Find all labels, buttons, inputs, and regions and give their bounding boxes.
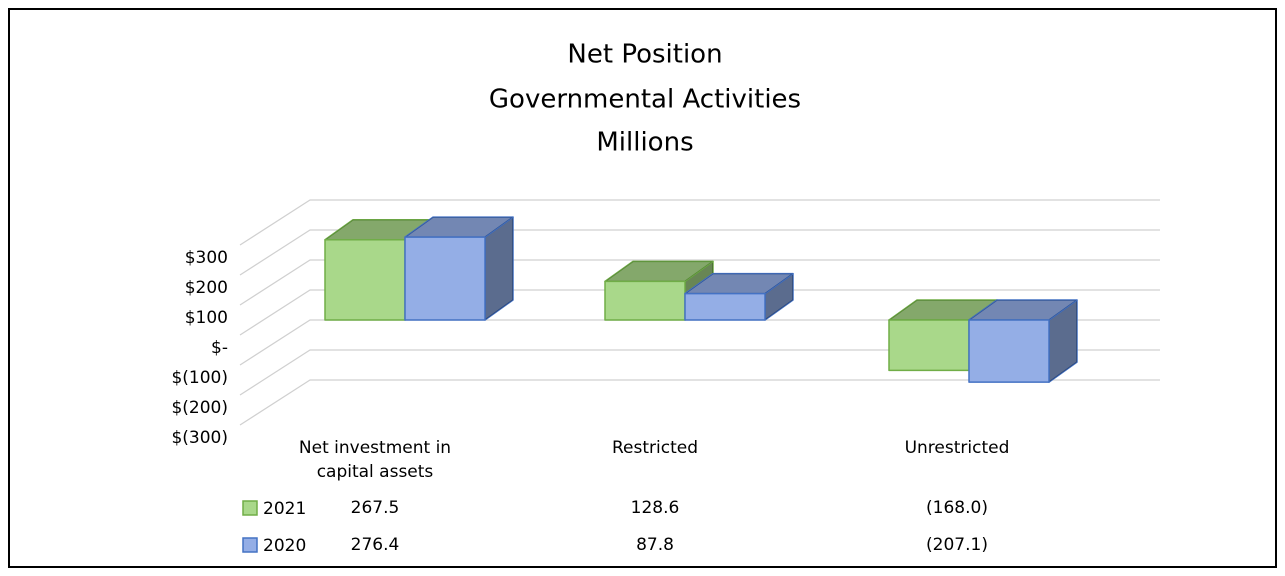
bar-side-shade [1049, 300, 1077, 383]
grid-line [239, 259, 1160, 306]
bar-side-shade [765, 273, 793, 320]
chart-title: Net Position [567, 40, 722, 70]
chart-title: Governmental Activities [489, 85, 801, 115]
legend-label: 2020 [263, 536, 306, 556]
y-tick-label: $300 [185, 248, 228, 268]
grid-line [239, 349, 1160, 396]
bar [968, 299, 1078, 383]
bar [404, 216, 514, 321]
x-tick-label: Net investment in capital assets [298, 438, 452, 482]
data-table-value: 276.4 [351, 535, 400, 555]
grid-line [239, 229, 1160, 276]
grid-line [239, 379, 1160, 426]
bar-top-shade [889, 300, 997, 320]
bar-front [968, 319, 1050, 383]
bar-top-shade [969, 300, 1077, 320]
data-table-value: 267.5 [351, 498, 400, 518]
y-tick-label: $- [211, 338, 228, 358]
bar-side-shade [485, 217, 513, 320]
y-tick-label: $(100) [171, 368, 228, 388]
y-tick-label: $(200) [171, 398, 228, 418]
y-tick-label: $(300) [171, 428, 228, 448]
bar [604, 260, 714, 321]
bar-front [684, 292, 766, 321]
y-tick-label: $100 [185, 308, 228, 328]
bar-top-shade [405, 217, 513, 238]
bar-top-shade [605, 261, 713, 282]
legend-swatch [242, 537, 258, 553]
bar-top-shade [325, 219, 433, 240]
grid-line [239, 289, 1160, 336]
x-tick-label: Restricted [611, 438, 698, 458]
data-table-value: 128.6 [631, 498, 680, 518]
bar-front [404, 236, 486, 321]
grid-line [239, 319, 1160, 366]
bar-top-shade [685, 273, 793, 294]
data-table-value: (207.1) [926, 535, 988, 555]
bar [684, 272, 794, 321]
chart-title: Millions [596, 128, 693, 158]
legend-label: 2021 [263, 499, 306, 519]
data-table-value: 87.8 [636, 535, 674, 555]
x-tick-label: Unrestricted [904, 438, 1010, 458]
bar-front [324, 239, 406, 321]
grid-line [239, 199, 1160, 246]
data-table-value: (168.0) [926, 498, 988, 518]
legend-swatch [242, 500, 258, 516]
bar-front [604, 280, 686, 321]
y-tick-label: $200 [185, 278, 228, 298]
bar-front [888, 319, 970, 372]
